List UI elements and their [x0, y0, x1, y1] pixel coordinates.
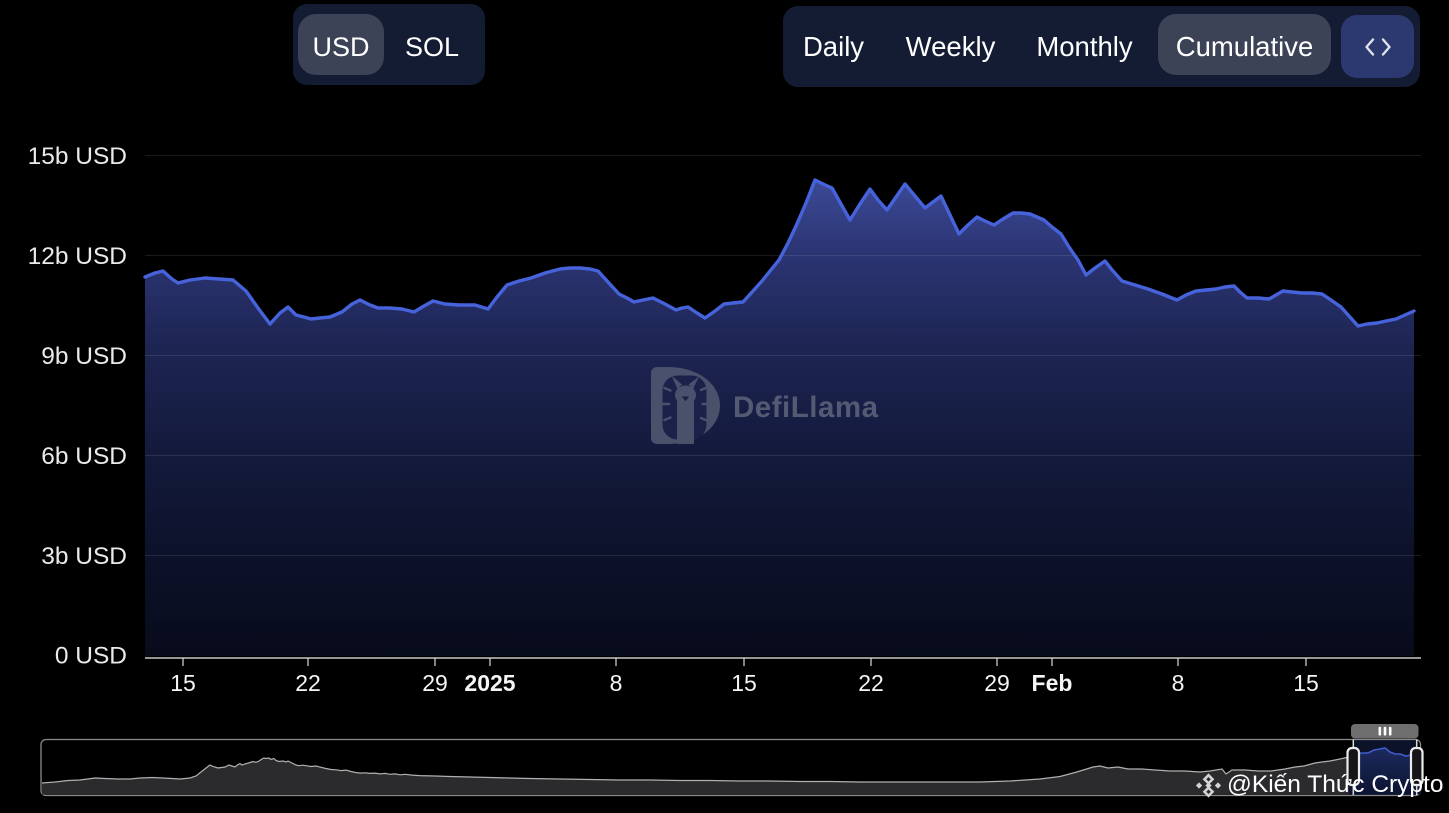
svg-text:29: 29: [422, 670, 448, 696]
svg-text:15: 15: [731, 670, 757, 696]
svg-text:6b USD: 6b USD: [41, 443, 127, 470]
svg-text:8: 8: [1172, 670, 1185, 696]
svg-text:0 USD: 0 USD: [55, 643, 127, 670]
svg-text:2025: 2025: [464, 670, 515, 696]
svg-text:15: 15: [1293, 670, 1319, 696]
svg-text:3b USD: 3b USD: [41, 543, 127, 570]
svg-text:8: 8: [610, 670, 623, 696]
svg-text:15b USD: 15b USD: [28, 143, 127, 170]
svg-text:22: 22: [858, 670, 884, 696]
svg-text:Feb: Feb: [1032, 670, 1073, 696]
svg-text:DefiLlama: DefiLlama: [733, 391, 879, 424]
svg-text:9b USD: 9b USD: [41, 343, 127, 370]
svg-text:12b USD: 12b USD: [28, 243, 127, 270]
svg-text:22: 22: [295, 670, 321, 696]
svg-text:29: 29: [984, 670, 1010, 696]
svg-text:15: 15: [170, 670, 196, 696]
